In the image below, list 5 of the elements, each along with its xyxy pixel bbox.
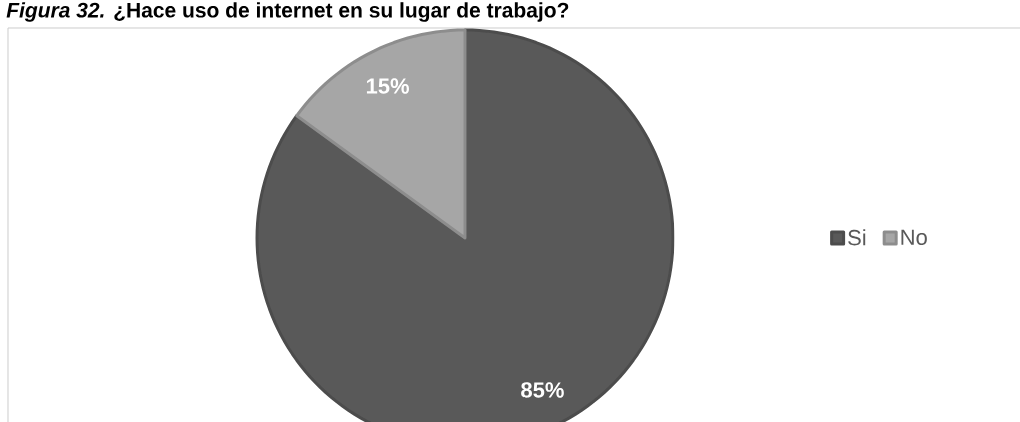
legend-label: Si	[848, 229, 866, 246]
data-label: 85%	[521, 382, 564, 398]
chart-title: Figura 32. ¿Hace uso de internet en su lugar de trabajo?	[6, 2, 569, 22]
data-label: 15%	[366, 78, 409, 94]
legend-label: No	[901, 229, 927, 246]
